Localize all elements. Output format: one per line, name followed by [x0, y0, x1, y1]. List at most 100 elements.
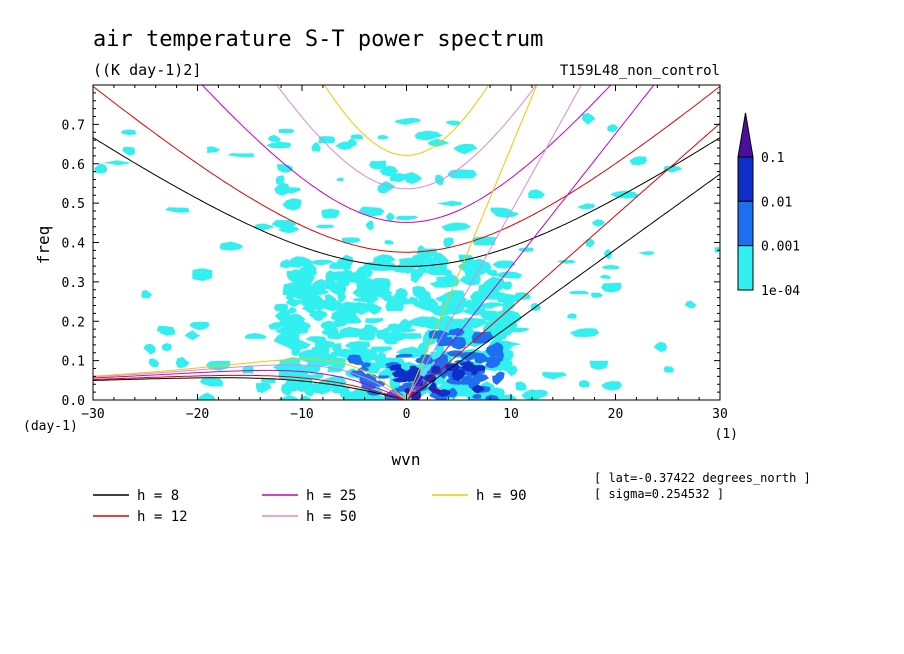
- spectrum-cell: [148, 358, 160, 368]
- spectrum-cell: [311, 142, 321, 152]
- spectrum-cell: [337, 272, 356, 280]
- spectrum-cell: [358, 206, 385, 217]
- spectrum-cell: [362, 262, 373, 277]
- colorbar-segment: [737, 200, 754, 247]
- y-tick-label: 0.4: [62, 237, 86, 252]
- spectrum-cell: [219, 241, 244, 251]
- spectrum-cell: [184, 330, 201, 341]
- spectrum-cell: [395, 353, 414, 358]
- spectrum-cell: [473, 365, 486, 372]
- spectrum-cell: [253, 223, 276, 231]
- spectrum-cell: [384, 240, 394, 245]
- x-tick-label: 30: [712, 407, 728, 422]
- spectrum-cell: [375, 329, 391, 340]
- spectrum-cell: [312, 311, 324, 321]
- spectrum-cell: [440, 290, 465, 304]
- spectrum-cell: [395, 215, 418, 221]
- dispersion-curve: [93, 137, 720, 267]
- colorbar-label: 0.1: [761, 151, 784, 166]
- dispersion-curve: [406, 85, 538, 400]
- spectrum-cell: [404, 172, 423, 184]
- spectrum-cell: [436, 200, 463, 207]
- spectrum-cell: [459, 352, 474, 358]
- spectrum-cell: [585, 238, 595, 248]
- spectrum-cell: [459, 275, 481, 286]
- spectrum-cell: [459, 170, 474, 176]
- x-tick-label: 20: [608, 407, 624, 422]
- spectrum-cell: [285, 299, 303, 308]
- spectrum-cell: [244, 333, 267, 339]
- spectrum-cell: [409, 365, 417, 370]
- spectrum-cell: [542, 372, 568, 380]
- colorbar-triangle: [737, 112, 754, 158]
- spectrum-cell: [287, 306, 298, 314]
- spectrum-cell: [391, 367, 409, 378]
- spectrum-cell: [103, 160, 132, 166]
- dispersion-curve: [93, 377, 407, 400]
- axes: −30 −20 −10 0 10 20 30 0.0 0.1 0.2 0.3 0.4 0.5 0.6 0.7: [62, 85, 728, 422]
- spectrum-cell: [498, 316, 521, 325]
- spectrum-cell: [482, 276, 505, 293]
- spectrum-cell: [464, 262, 475, 278]
- spectrum-cell: [414, 268, 430, 275]
- spectrum-cell: [199, 377, 224, 387]
- spectrum-cell: [471, 236, 497, 246]
- dispersion-curve: [276, 85, 537, 190]
- dispersion-curve: [93, 358, 407, 400]
- plot-area: [93, 85, 720, 400]
- spectrum-cell: [260, 378, 276, 384]
- spectrum-cell: [291, 345, 301, 357]
- colorbar-label: 0.01: [761, 195, 792, 210]
- spectrum-cell: [330, 312, 360, 325]
- spectrum-cell: [638, 251, 655, 256]
- spectrum-cell: [389, 364, 402, 371]
- lat-annotation: [ lat=-0.37422 degrees_north ]: [594, 471, 811, 485]
- spectrum-cell: [120, 129, 137, 136]
- spectrum-cell: [94, 163, 108, 174]
- spectrum-cell: [515, 381, 527, 391]
- legend-label: h = 25: [306, 488, 357, 504]
- spectrum-cell: [141, 289, 152, 299]
- spectrum-cell: [398, 318, 413, 331]
- spectrum-cell: [429, 305, 452, 317]
- spectrum-cell: [315, 224, 335, 229]
- spectrum-cell: [485, 359, 500, 369]
- spectrum-cell: [356, 325, 376, 338]
- spectrum-cell: [437, 390, 450, 397]
- colorbar-label: 0.001: [761, 240, 800, 255]
- spectrum-cell: [577, 203, 595, 210]
- spectrum-cell: [411, 317, 432, 327]
- spectrum-cell: [459, 362, 471, 366]
- dispersion-curve: [93, 86, 720, 253]
- dispersion-curve: [406, 85, 582, 400]
- x-tick-label: −20: [186, 407, 209, 422]
- spectrum-cell: [356, 276, 375, 293]
- spectrum-cell: [339, 326, 361, 338]
- spectrum-cell: [271, 219, 297, 230]
- spectrum-cell: [417, 245, 427, 253]
- dispersion-curves: [93, 85, 720, 400]
- spectrum-cell: [374, 351, 386, 368]
- colorbar-segment: [737, 245, 754, 291]
- spectrum-cell: [567, 313, 577, 319]
- spectrum-cell: [383, 338, 398, 345]
- spectrum-cell: [427, 385, 434, 391]
- spectrum-cell: [281, 383, 292, 396]
- spectrum-cell: [360, 286, 371, 301]
- spectrum-cell: [472, 394, 482, 399]
- spectrum-cell: [396, 346, 428, 359]
- chart-units: ((K day-1)2]: [93, 61, 201, 79]
- spectrum-cell: [365, 220, 374, 231]
- spectrum-cell: [277, 164, 294, 173]
- spectrum-cell: [415, 357, 428, 364]
- spectrum-cell: [377, 281, 390, 299]
- y-tick-label: 0.2: [62, 315, 85, 330]
- spectrum-cell: [255, 383, 272, 394]
- spectrum-cell: [324, 294, 337, 305]
- spectrum-cell: [350, 134, 364, 139]
- legend-label: h = 12: [137, 509, 188, 525]
- spectrum-cell: [527, 189, 545, 199]
- dispersion-curve: [406, 123, 720, 400]
- colorbar-segment: [737, 156, 754, 202]
